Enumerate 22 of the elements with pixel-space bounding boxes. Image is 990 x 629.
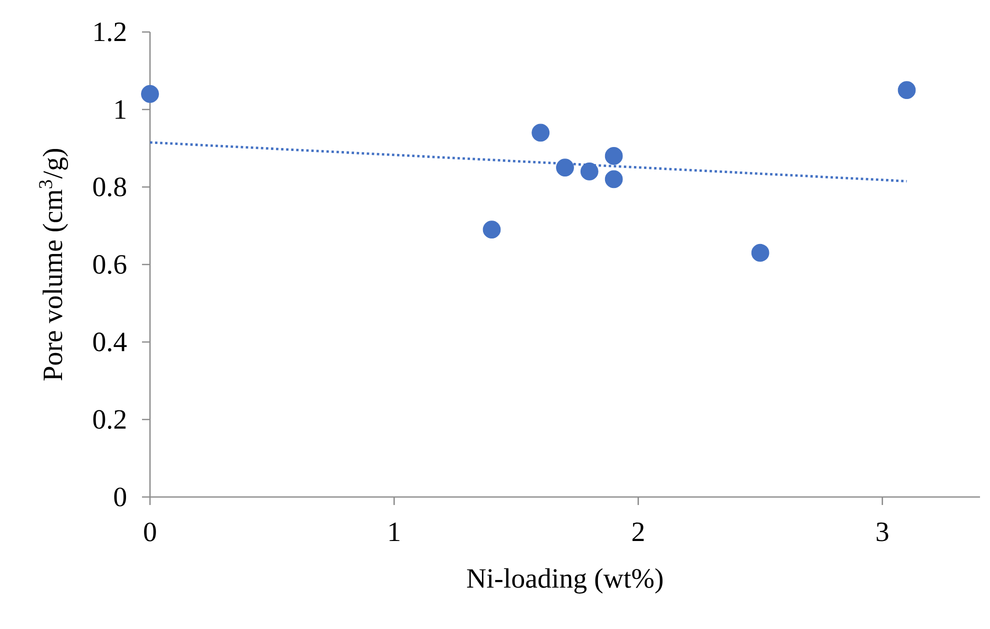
x-tick-label: 0 — [144, 522, 156, 542]
point — [898, 81, 916, 100]
y-tick-label: 0.2 — [93, 410, 126, 429]
x-axis-title: Ni-loading (wt%) — [467, 568, 663, 594]
y-tick-label: 0.6 — [93, 255, 126, 274]
point — [482, 220, 501, 239]
point — [556, 158, 574, 177]
point — [751, 244, 770, 262]
x-tick-label: 3 — [876, 522, 888, 542]
y-tick-label: 1.2 — [94, 22, 126, 42]
y-tick-label: 1 — [116, 100, 126, 119]
point — [604, 147, 623, 165]
y-tick-label: 0.4 — [93, 332, 127, 352]
y-axis-title: Pore volume (cm$^{3}$/g) — [39, 148, 68, 380]
point — [604, 170, 623, 188]
point — [141, 85, 159, 103]
y-tick-label: 0.8 — [93, 178, 126, 196]
x-tick-label: 2 — [632, 522, 644, 542]
point — [580, 162, 598, 180]
point — [532, 124, 550, 142]
y-tick-label: 0 — [114, 488, 126, 506]
x-tick-label: 1 — [390, 522, 400, 541]
